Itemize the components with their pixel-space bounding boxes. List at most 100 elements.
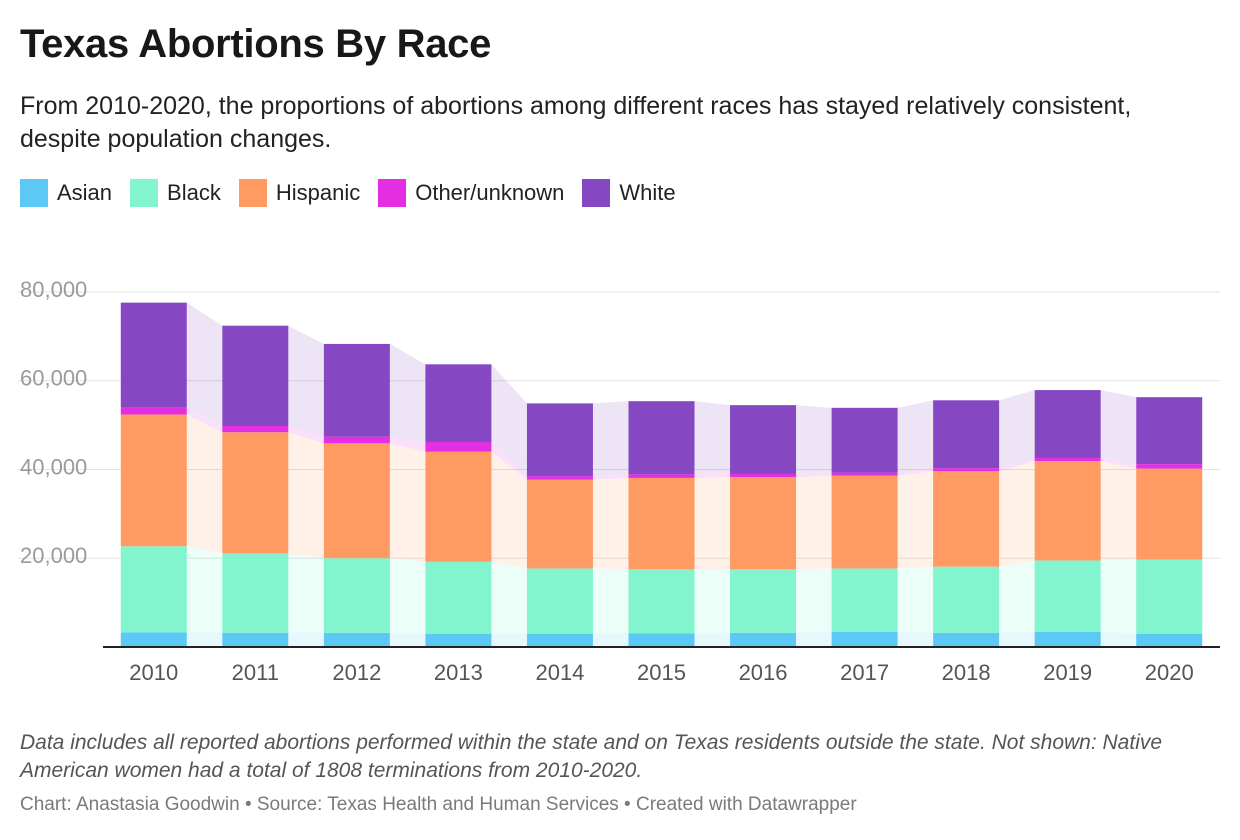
connector-other-unknown — [999, 457, 1035, 472]
legend-label-hispanic: Hispanic — [275, 180, 361, 205]
chart-byline: Chart: Anastasia Goodwin • Source: Texas… — [20, 794, 857, 815]
connector-asian — [288, 632, 324, 647]
bar-asian-2017 — [831, 631, 898, 647]
bar-other-unknown-2017 — [831, 472, 898, 476]
connector-hispanic — [999, 461, 1035, 567]
bar-white-2018 — [933, 400, 1000, 469]
bar-black-2015 — [628, 569, 695, 634]
bar-asian-2016 — [730, 632, 797, 647]
y-tick-label: 40,000 — [20, 454, 87, 479]
bar-black-2019 — [1034, 560, 1101, 632]
x-tick-label: 2015 — [637, 660, 686, 685]
connector-other-unknown — [897, 468, 934, 476]
bar-white-2020 — [1136, 397, 1203, 465]
bar-other-unknown-2013 — [425, 441, 492, 452]
x-tick-label: 2017 — [840, 660, 889, 685]
bar-other-unknown-2015 — [628, 474, 695, 478]
connector-black — [897, 566, 934, 633]
connector-white — [186, 302, 223, 427]
chart-subtitle: From 2010-2020, the proportions of abort… — [20, 92, 1132, 153]
connector-asian — [694, 632, 731, 647]
x-tick-label: 2011 — [232, 660, 279, 685]
bar-black-2014 — [526, 568, 593, 634]
bar-other-unknown-2019 — [1034, 457, 1101, 462]
bar-black-2020 — [1136, 559, 1203, 634]
connector-asian — [186, 632, 223, 647]
bar-hispanic-2017 — [831, 475, 898, 569]
bar-black-2013 — [425, 561, 492, 634]
bar-white-2015 — [628, 401, 695, 475]
connector-white — [592, 401, 629, 477]
bar-other-unknown-2011 — [222, 426, 289, 433]
bar-white-2019 — [1034, 390, 1101, 458]
bar-asian-2011 — [222, 632, 289, 647]
connector-black — [1100, 559, 1137, 634]
legend-swatch-asian — [20, 179, 48, 207]
connector-black — [389, 558, 426, 634]
x-tick-label: 2013 — [434, 660, 483, 685]
bar-hispanic-2015 — [628, 477, 695, 570]
bar-hispanic-2014 — [526, 479, 593, 569]
legend: Asian Black Hispanic Other/unknown White — [20, 179, 694, 207]
legend-label-black: Black — [167, 180, 221, 205]
bar-white-2014 — [526, 403, 593, 477]
legend-swatch-white — [582, 179, 611, 207]
connector-asian — [796, 631, 832, 647]
connector-other-unknown — [186, 407, 223, 433]
x-tick-label: 2010 — [129, 660, 178, 685]
connector-black — [796, 568, 832, 633]
connector-hispanic — [389, 443, 426, 562]
bar-other-unknown-2018 — [933, 468, 1000, 472]
bar-white-2017 — [831, 407, 898, 473]
connector-white — [288, 325, 324, 437]
legend-swatch-other — [378, 179, 407, 207]
connector-white — [897, 400, 934, 473]
bar-black-2018 — [933, 566, 1000, 633]
x-tick-label: 2018 — [942, 660, 991, 685]
connector-white — [796, 405, 832, 474]
x-tick-label: 2016 — [739, 660, 788, 685]
x-tick-label: 2020 — [1145, 660, 1194, 685]
bar-other-unknown-2012 — [323, 436, 390, 444]
bar-black-2016 — [730, 569, 797, 633]
y-tick-label: 20,000 — [20, 543, 87, 568]
chart-title: Texas Abortions By Race — [20, 22, 492, 66]
connector-white — [491, 364, 527, 477]
connector-asian — [389, 632, 426, 647]
connector-hispanic — [694, 477, 731, 570]
connector-other-unknown — [592, 474, 629, 480]
bar-asian-2013 — [425, 633, 492, 647]
connector-asian — [1100, 631, 1137, 647]
connector-black — [592, 568, 629, 634]
y-tick-label: 80,000 — [20, 277, 87, 302]
bar-other-unknown-2016 — [730, 473, 797, 478]
connector-hispanic — [592, 477, 629, 570]
connector-asian — [999, 631, 1035, 647]
bar-white-2010 — [120, 302, 187, 408]
connector-white — [1100, 390, 1137, 465]
bar-hispanic-2020 — [1136, 468, 1203, 560]
connector-asian — [491, 633, 527, 647]
x-tick-label: 2012 — [332, 660, 381, 685]
connector-black — [491, 561, 527, 634]
bar-black-2010 — [120, 546, 187, 633]
connector-black — [288, 553, 324, 633]
bar-other-unknown-2014 — [526, 476, 593, 480]
connector-other-unknown — [491, 441, 527, 480]
bar-hispanic-2011 — [222, 432, 289, 554]
y-tick-label: 60,000 — [20, 366, 87, 391]
connector-other-unknown — [288, 426, 324, 444]
connector-asian — [592, 633, 629, 647]
bar-white-2013 — [425, 364, 492, 442]
legend-item-hispanic: Hispanic — [238, 179, 361, 207]
bar-white-2011 — [222, 325, 289, 427]
bar-hispanic-2012 — [323, 443, 390, 559]
legend-label-other: Other/unknown — [415, 180, 565, 205]
chart-notes: Data includes all reported abortions per… — [20, 731, 1163, 782]
connector-hispanic — [491, 451, 527, 569]
bar-asian-2018 — [933, 632, 1000, 647]
legend-item-white: White — [582, 179, 676, 207]
bar-asian-2019 — [1034, 631, 1101, 647]
bar-other-unknown-2010 — [120, 407, 187, 415]
connector-hispanic — [186, 414, 223, 554]
